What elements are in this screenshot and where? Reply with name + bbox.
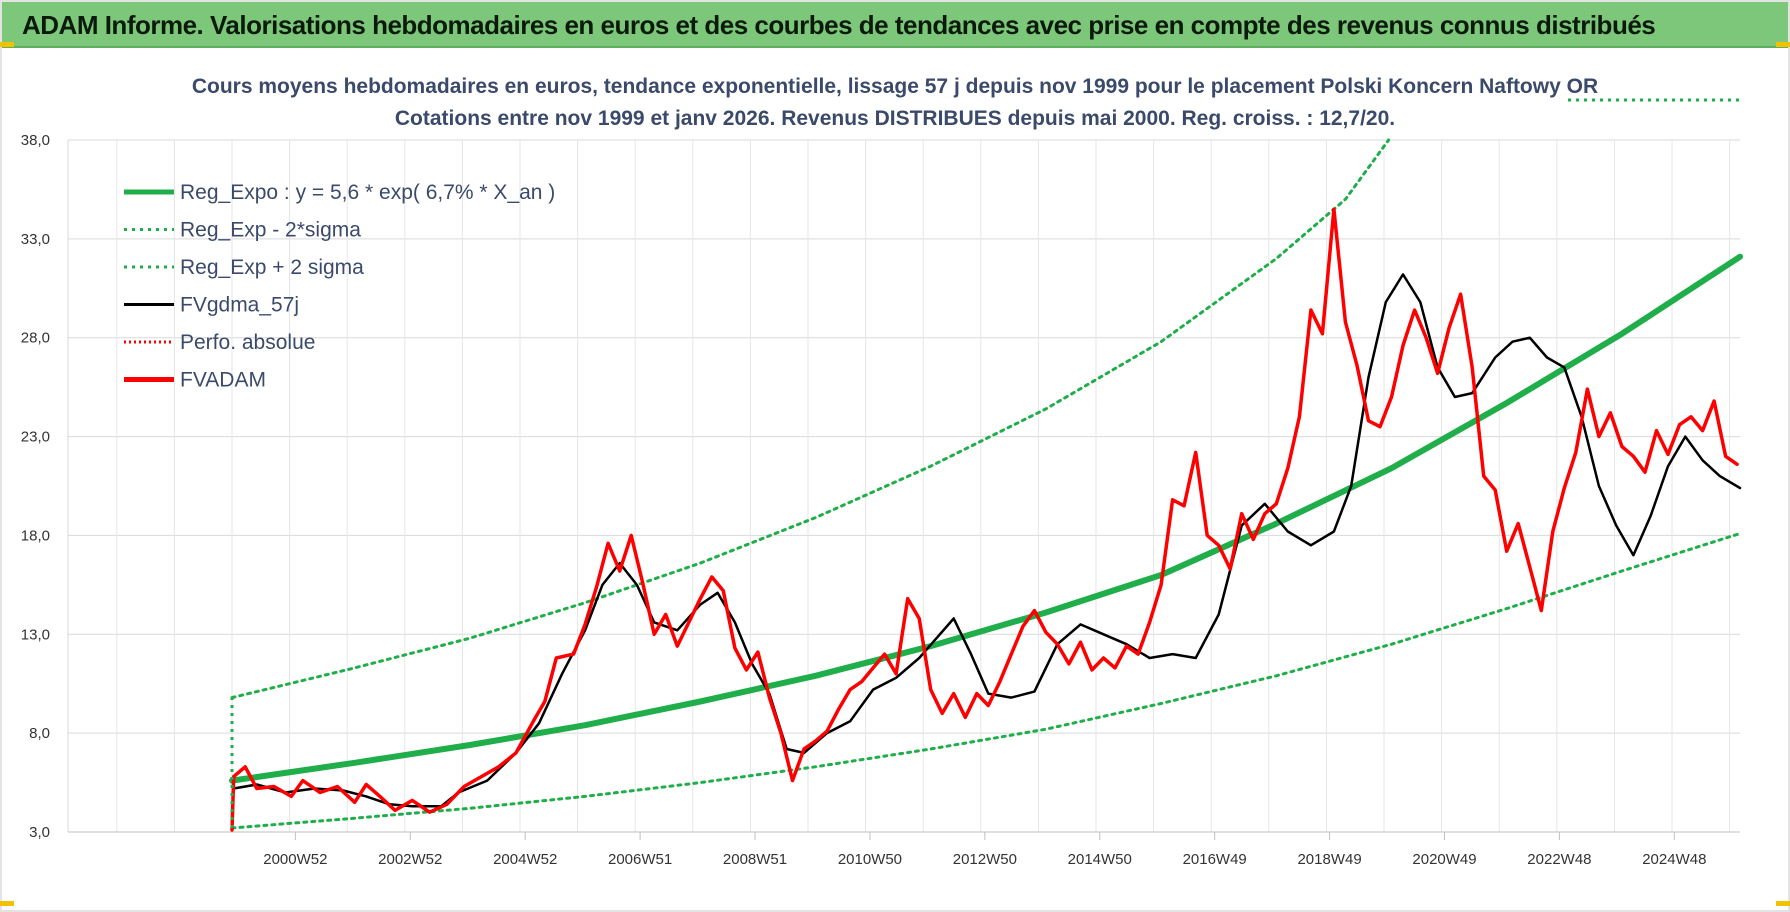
- y-tick-label: 23,0: [21, 429, 50, 446]
- x-tick-label: 2022W48: [1527, 851, 1591, 868]
- corner-marker: [1776, 42, 1790, 47]
- header-band: ADAM Informe. Valorisations hebdomadaire…: [2, 2, 1788, 48]
- y-tick-label: 33,0: [21, 231, 50, 248]
- series-reg-expo: [229, 253, 1743, 784]
- corner-marker: [1776, 901, 1790, 906]
- chart-title-line-2: Cotations entre nov 1999 et janv 2026. R…: [395, 107, 1395, 130]
- legend-label: Reg_Exp - 2*sigma: [180, 219, 361, 242]
- legend-label: Reg_Exp + 2 sigma: [180, 256, 364, 279]
- legend-label: FVgdma_57j: [180, 294, 299, 317]
- x-tick-label: 2018W49: [1297, 851, 1361, 868]
- chart-title-line-1: Cours moyens hebdomadaires en euros, ten…: [192, 75, 1598, 98]
- x-tick-label: 2014W50: [1068, 851, 1132, 868]
- x-tick-label: 2008W51: [723, 851, 787, 868]
- x-tick-label: 2002W52: [378, 851, 442, 868]
- legend-label: FVADAM: [180, 369, 266, 392]
- y-tick-label: 13,0: [21, 626, 50, 643]
- series-layer: [229, 98, 1743, 832]
- corner-marker: [0, 42, 14, 47]
- x-tick-label: 2024W48: [1642, 851, 1706, 868]
- x-tick-label: 2006W51: [608, 851, 672, 868]
- y-tick-label: 8,0: [29, 725, 50, 742]
- page-title: ADAM Informe. Valorisations hebdomadaire…: [22, 10, 1656, 40]
- x-tick-label: 2000W52: [263, 851, 327, 868]
- y-tick-label: 18,0: [21, 527, 50, 544]
- x-tick-label: 2004W52: [493, 851, 557, 868]
- x-tick-label: 2012W50: [953, 851, 1017, 868]
- series-reg-minus-2sigma: [230, 532, 1742, 830]
- x-tick-label: 2010W50: [838, 851, 902, 868]
- corner-marker: [0, 901, 14, 906]
- series-fvgdma-57j: [232, 273, 1742, 808]
- grid: [68, 139, 1740, 833]
- y-tick-label: 38,0: [21, 132, 50, 149]
- x-tick-label: 2020W49: [1412, 851, 1476, 868]
- legend-label: Perfo. absolue: [180, 331, 315, 354]
- y-tick-label: 3,0: [29, 824, 50, 841]
- y-axis: 3,0 8,0 13,0 18,0 23,0 28,0 33,0 38,0: [21, 132, 50, 841]
- x-axis: 2000W52 2002W52 2004W52 2006W51 2008W51 2010W…: [67, 140, 1740, 868]
- x-tick-label: 2016W49: [1183, 851, 1247, 868]
- series-fvadam: [230, 207, 1739, 832]
- series-reg-plus-2sigma: [230, 138, 1391, 700]
- y-tick-label: 28,0: [21, 330, 50, 347]
- legend: Reg_Expo : y = 5,6 * exp( 6,7% * X_an ) R…: [124, 181, 555, 392]
- legend-label: Reg_Expo : y = 5,6 * exp( 6,7% * X_an ): [180, 181, 555, 204]
